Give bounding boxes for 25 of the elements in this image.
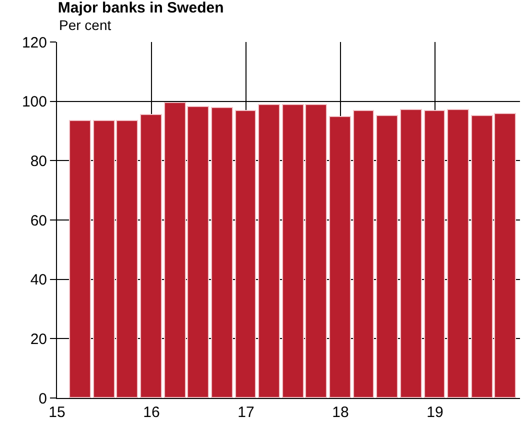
x-tick-label: 18 xyxy=(332,404,349,421)
bar xyxy=(329,116,351,398)
bar xyxy=(376,115,398,398)
x-tick-label: 16 xyxy=(143,404,160,421)
y-axis-title: Per cent xyxy=(59,17,112,33)
chart-title: Major banks in Sweden xyxy=(58,0,224,17)
y-tick-label: 120 xyxy=(22,34,47,52)
bar xyxy=(140,114,162,398)
x-tick-label: 19 xyxy=(426,404,444,421)
y-tick-label: 20 xyxy=(30,330,47,348)
x-tick-label: 17 xyxy=(238,404,254,421)
bar xyxy=(235,110,256,398)
bar xyxy=(211,107,233,398)
y-tick-label: 100 xyxy=(22,94,47,111)
bar xyxy=(353,110,374,398)
y-tick-label: 60 xyxy=(30,212,47,230)
bar xyxy=(447,109,469,398)
y-tick-label: 40 xyxy=(30,272,47,289)
y-tick-label: 80 xyxy=(30,152,47,170)
bar xyxy=(400,109,422,398)
bar xyxy=(69,120,91,398)
bar xyxy=(424,110,445,398)
y-tick-label: 0 xyxy=(38,390,47,408)
x-tick-label: 15 xyxy=(48,404,66,421)
bar xyxy=(258,104,280,398)
